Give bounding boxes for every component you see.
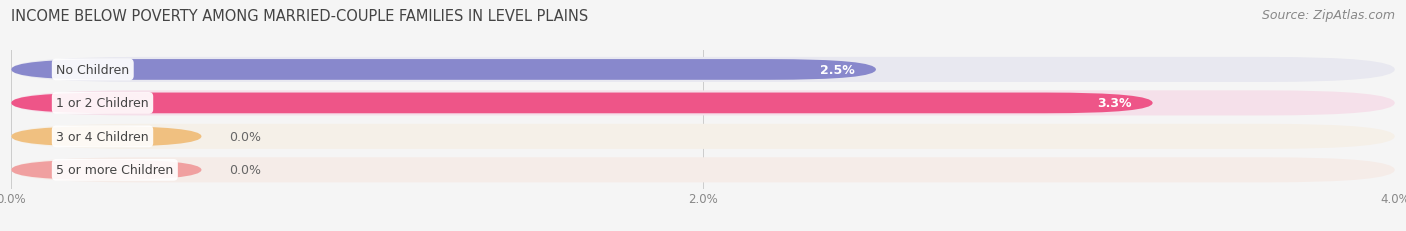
FancyBboxPatch shape — [11, 93, 1153, 114]
FancyBboxPatch shape — [11, 158, 1395, 182]
Text: Source: ZipAtlas.com: Source: ZipAtlas.com — [1261, 9, 1395, 22]
Text: 0.0%: 0.0% — [229, 130, 262, 143]
FancyBboxPatch shape — [11, 124, 1395, 149]
Text: 3 or 4 Children: 3 or 4 Children — [56, 130, 149, 143]
FancyBboxPatch shape — [11, 160, 201, 180]
FancyBboxPatch shape — [11, 126, 201, 147]
FancyBboxPatch shape — [11, 58, 1395, 83]
Text: 0.0%: 0.0% — [229, 164, 262, 176]
Text: No Children: No Children — [56, 64, 129, 77]
FancyBboxPatch shape — [11, 60, 876, 80]
Text: 3.3%: 3.3% — [1098, 97, 1132, 110]
Text: 1 or 2 Children: 1 or 2 Children — [56, 97, 149, 110]
Text: 2.5%: 2.5% — [821, 64, 855, 77]
FancyBboxPatch shape — [11, 91, 1395, 116]
Text: INCOME BELOW POVERTY AMONG MARRIED-COUPLE FAMILIES IN LEVEL PLAINS: INCOME BELOW POVERTY AMONG MARRIED-COUPL… — [11, 9, 589, 24]
Text: 5 or more Children: 5 or more Children — [56, 164, 173, 176]
